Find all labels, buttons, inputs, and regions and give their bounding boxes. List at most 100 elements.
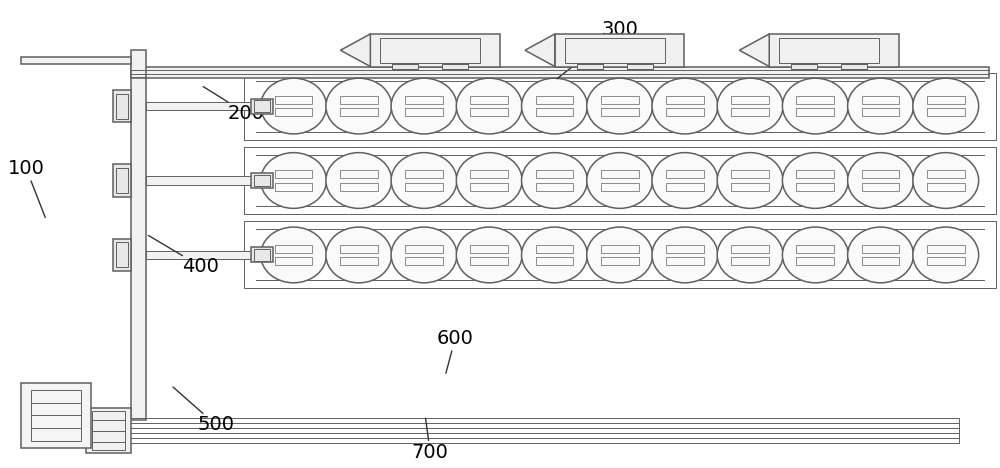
Bar <box>146 102 256 110</box>
Bar <box>340 183 378 190</box>
Ellipse shape <box>652 153 718 208</box>
Text: 100: 100 <box>8 160 45 218</box>
Ellipse shape <box>261 227 326 283</box>
Bar <box>796 245 834 253</box>
Ellipse shape <box>717 153 783 208</box>
Bar <box>470 108 508 116</box>
Bar <box>731 245 769 253</box>
Polygon shape <box>739 34 769 66</box>
Bar <box>927 170 965 178</box>
Ellipse shape <box>848 153 913 208</box>
Bar <box>555 34 684 66</box>
Ellipse shape <box>652 78 718 134</box>
Bar <box>244 73 996 139</box>
Ellipse shape <box>587 227 653 283</box>
Bar <box>442 64 468 69</box>
Bar <box>86 409 131 453</box>
Bar <box>470 170 508 178</box>
Bar <box>251 248 273 263</box>
Bar <box>536 108 573 116</box>
Bar <box>244 221 996 288</box>
Bar <box>536 183 573 190</box>
Ellipse shape <box>652 227 718 283</box>
Bar <box>791 64 817 69</box>
Bar <box>131 50 146 78</box>
Bar <box>405 257 443 265</box>
Bar <box>601 183 639 190</box>
Bar <box>796 257 834 265</box>
Ellipse shape <box>782 78 848 134</box>
Bar <box>577 64 603 69</box>
Bar <box>405 245 443 253</box>
Bar <box>275 245 312 253</box>
Bar <box>31 390 81 441</box>
Bar <box>21 57 131 64</box>
Ellipse shape <box>913 227 979 283</box>
Bar <box>275 108 312 116</box>
Text: 200: 200 <box>203 87 264 123</box>
Bar <box>769 34 899 66</box>
Bar <box>731 96 769 104</box>
Bar <box>565 38 665 63</box>
Bar <box>340 245 378 253</box>
Bar <box>927 257 965 265</box>
Bar <box>131 78 146 420</box>
Ellipse shape <box>848 78 913 134</box>
Ellipse shape <box>717 227 783 283</box>
Text: 700: 700 <box>412 418 449 462</box>
Ellipse shape <box>326 153 392 208</box>
Text: 600: 600 <box>437 329 474 373</box>
Ellipse shape <box>326 78 392 134</box>
Bar <box>666 170 704 178</box>
Bar <box>731 183 769 190</box>
Bar <box>666 257 704 265</box>
Bar <box>666 108 704 116</box>
Bar <box>340 108 378 116</box>
Ellipse shape <box>522 153 587 208</box>
Bar <box>536 96 573 104</box>
Bar <box>405 183 443 190</box>
Bar <box>116 94 128 118</box>
Ellipse shape <box>717 78 783 134</box>
Bar <box>392 64 418 69</box>
Bar <box>862 183 899 190</box>
Polygon shape <box>525 34 555 66</box>
Ellipse shape <box>587 78 653 134</box>
Bar <box>251 173 273 188</box>
Bar <box>731 257 769 265</box>
Bar <box>927 245 965 253</box>
Ellipse shape <box>456 78 522 134</box>
Ellipse shape <box>522 227 587 283</box>
Bar <box>470 245 508 253</box>
Ellipse shape <box>261 78 326 134</box>
Bar <box>254 175 270 186</box>
Bar <box>146 176 256 185</box>
Bar <box>405 96 443 104</box>
Bar <box>601 96 639 104</box>
Bar <box>796 170 834 178</box>
Bar <box>405 170 443 178</box>
Bar <box>251 99 273 114</box>
Bar <box>370 34 500 66</box>
Bar <box>796 108 834 116</box>
Bar <box>275 96 312 104</box>
Ellipse shape <box>326 227 392 283</box>
Bar <box>862 170 899 178</box>
Bar <box>841 64 867 69</box>
Bar <box>470 183 508 190</box>
Bar <box>340 96 378 104</box>
Bar <box>340 170 378 178</box>
Bar <box>275 257 312 265</box>
Bar <box>113 90 131 122</box>
Bar <box>91 418 959 443</box>
Bar <box>927 183 965 190</box>
Bar <box>21 383 91 448</box>
Bar <box>791 64 817 69</box>
Bar <box>601 170 639 178</box>
Bar <box>536 245 573 253</box>
Bar <box>536 170 573 178</box>
Bar <box>92 411 125 450</box>
Bar <box>116 168 128 193</box>
Ellipse shape <box>782 153 848 208</box>
Bar <box>666 183 704 190</box>
